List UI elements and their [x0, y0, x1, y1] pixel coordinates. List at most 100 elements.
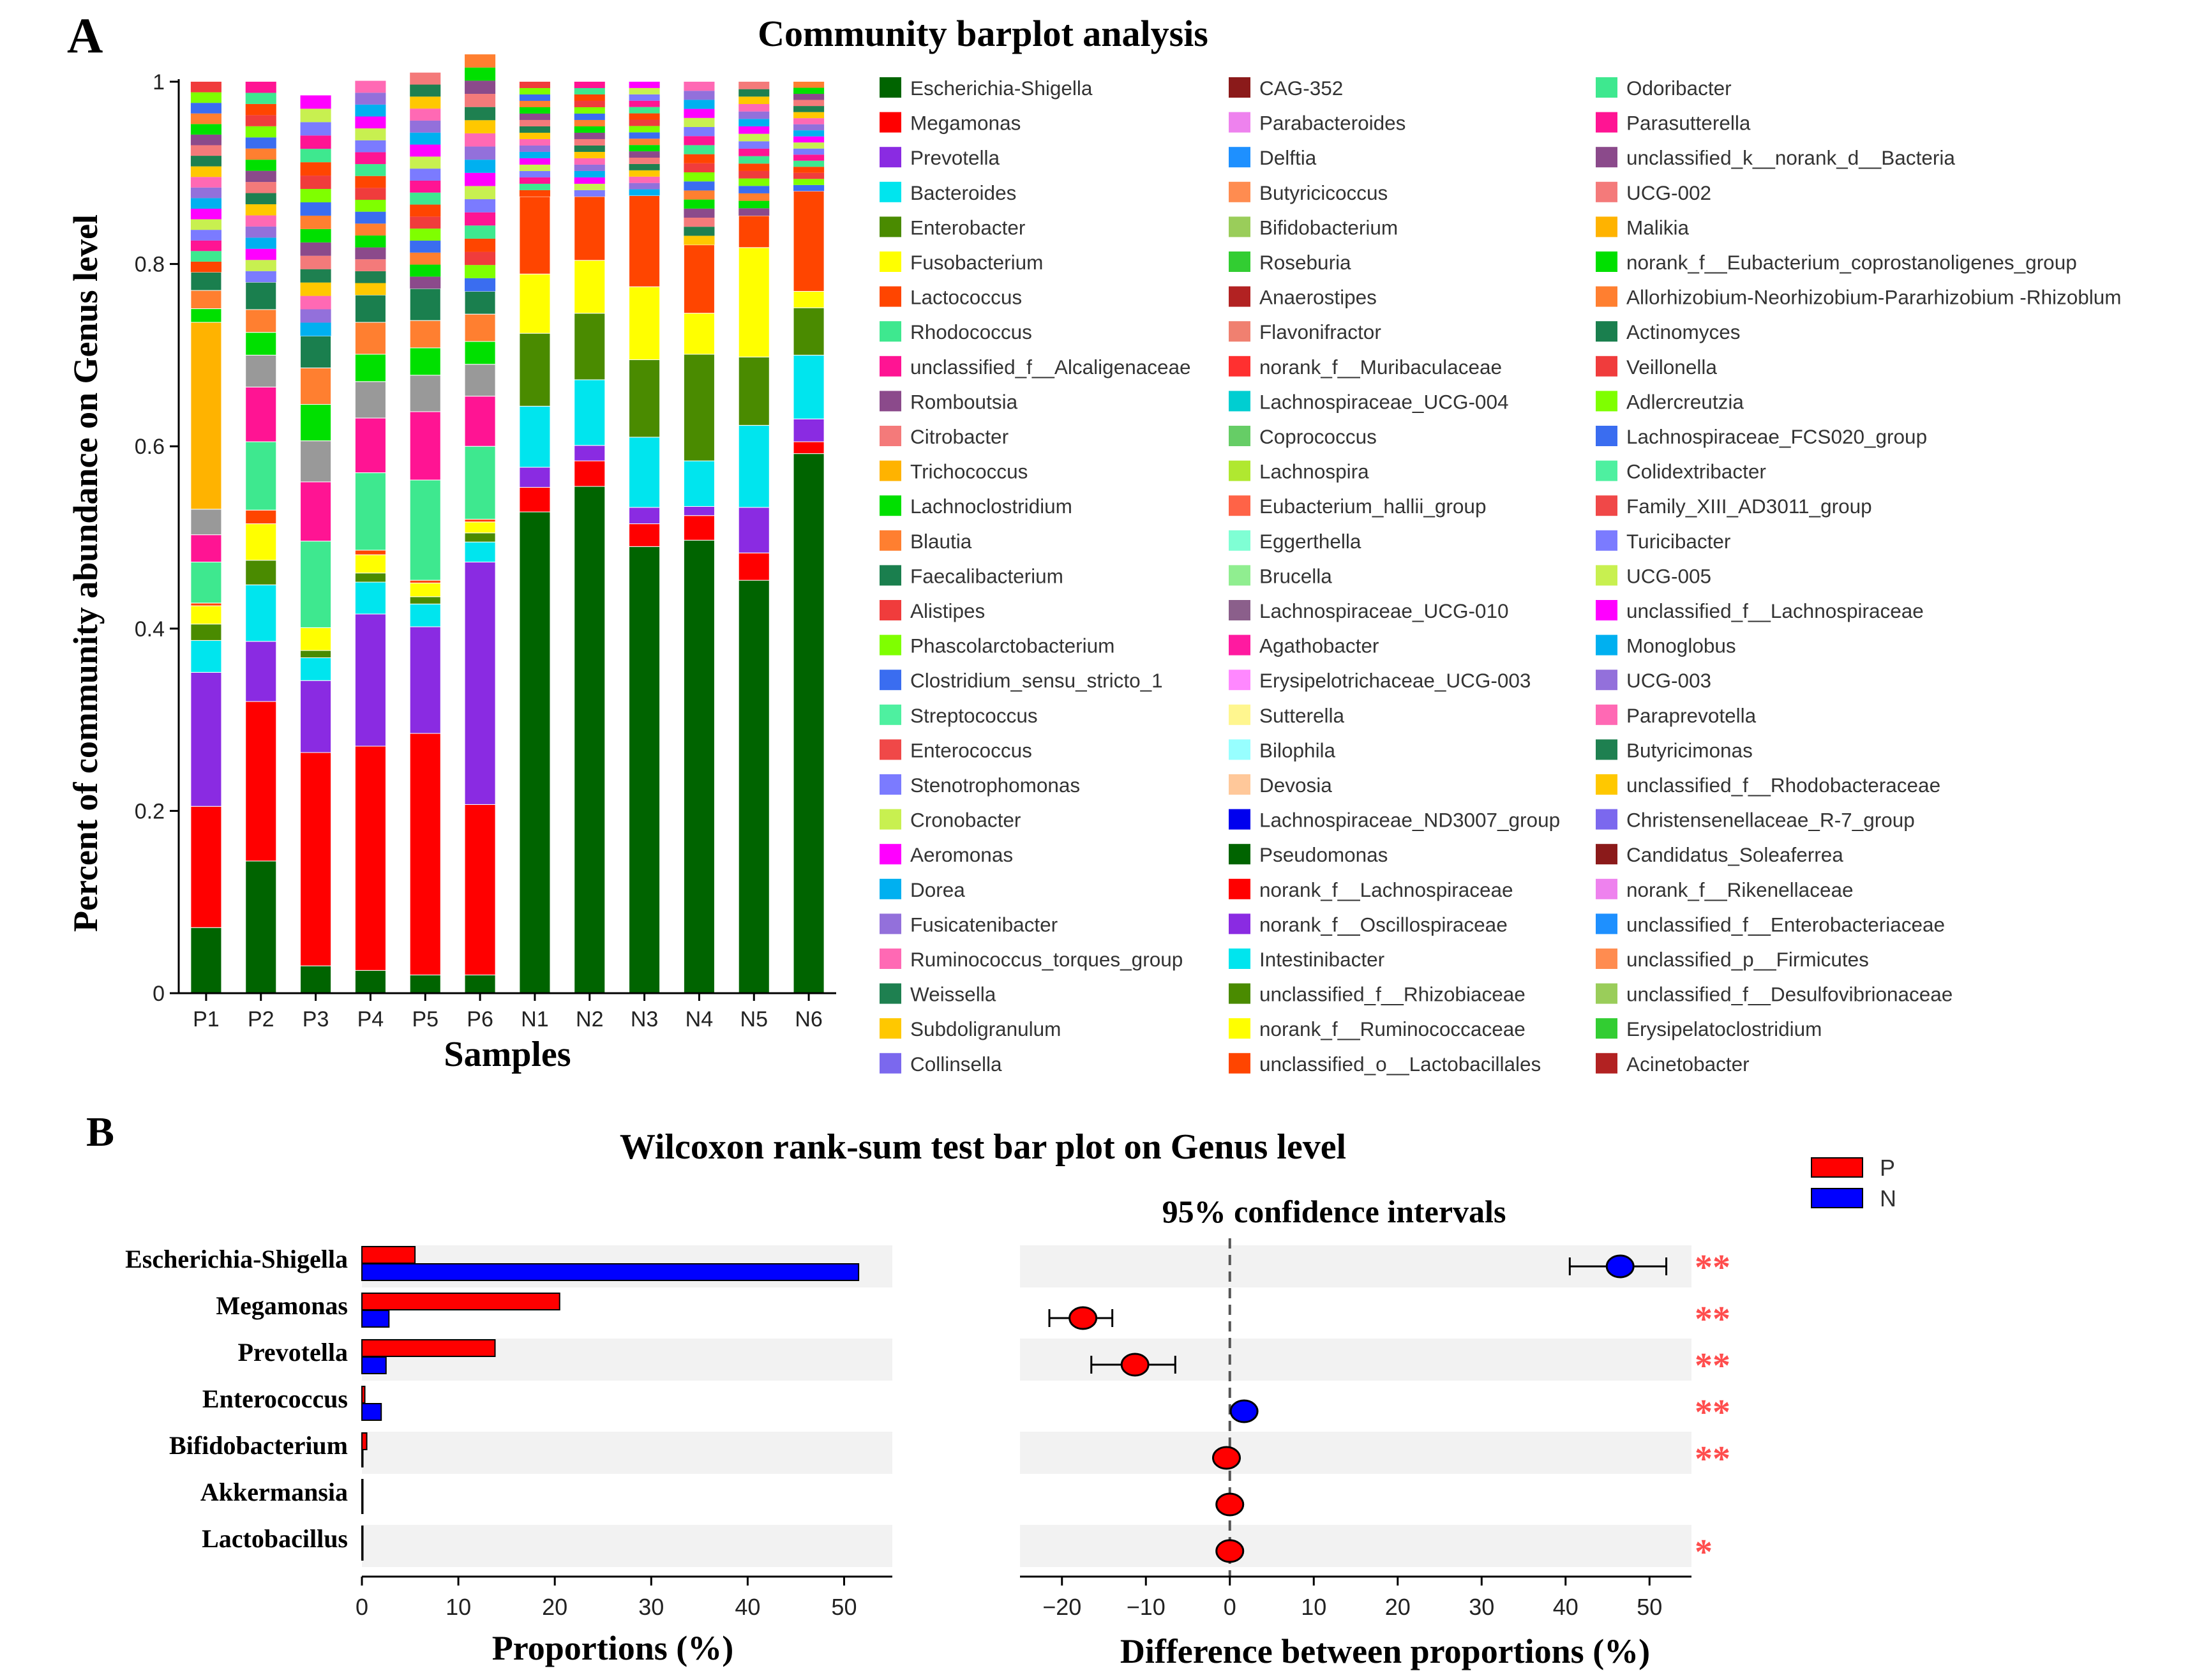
- diff-point: [1605, 1254, 1635, 1279]
- legend-label: Lachnospiraceae_UCG-010: [1259, 599, 1509, 622]
- bar-segment-other: [574, 139, 605, 146]
- bar-segment-other: [793, 112, 825, 119]
- stacked-bars: [190, 54, 825, 994]
- legend-label: Parabacteroides: [1259, 112, 1406, 135]
- bar-segment-enterobacter: [354, 573, 386, 583]
- bar-segment-prevotella: [245, 641, 277, 702]
- bar-segment-lachnoclostridium: [245, 332, 277, 356]
- bar-segment-other: [739, 111, 770, 119]
- bar-P: [361, 1246, 416, 1264]
- bar-segment-prevotella: [629, 507, 661, 525]
- bar-P: [361, 1386, 366, 1404]
- bar-segment-prevotella: [519, 467, 551, 488]
- bar-segment-fusobacterium: [300, 627, 332, 651]
- bar-segment-other: [245, 215, 276, 227]
- legend-label: Flavonifractor: [1259, 320, 1381, 343]
- x-tick-label: 20: [542, 1594, 567, 1620]
- bar-segment-other: [519, 100, 550, 107]
- bar-segment-megamonas: [409, 733, 441, 975]
- legend-swatch: [880, 704, 901, 725]
- bar-segment-other: [519, 177, 550, 184]
- bar-segment-other: [519, 151, 550, 158]
- legend-label: Clostridium_sensu_stricto_1: [910, 669, 1163, 692]
- bar-segment-lachnoclostridium: [464, 341, 496, 365]
- bar-segment-other: [245, 237, 276, 249]
- bar-segment-unclassified-f-alcaligenaceae: [354, 417, 386, 474]
- bar-segment-lactococcus: [629, 195, 661, 287]
- legend-swatch: [1596, 739, 1617, 760]
- legend-label: Streptococcus: [910, 704, 1038, 727]
- legend-label: Fusobacterium: [910, 251, 1043, 274]
- bar-segment-unclassified-f-alcaligenaceae: [464, 396, 496, 447]
- bar-segment-other: [465, 212, 496, 226]
- legend-swatch: [1229, 600, 1250, 620]
- bar-segment-other: [465, 172, 496, 186]
- legend-swatch: [880, 670, 901, 691]
- bar-segment-other: [300, 296, 331, 310]
- bar-segment-other: [739, 186, 770, 193]
- x-tick-label: N2: [576, 1007, 603, 1031]
- legend-swatch: [1229, 809, 1250, 830]
- bar-segment-other: [245, 204, 276, 216]
- legend-swatch: [1229, 391, 1250, 412]
- legend-swatch: [1596, 600, 1617, 620]
- legend-swatch: [880, 286, 901, 307]
- bar-segment-megamonas: [629, 523, 661, 547]
- bar-segment-fusobacterium: [738, 247, 770, 357]
- bar-segment-other: [793, 82, 825, 88]
- bar-segment-escherichia-shigella: [409, 974, 441, 994]
- bar-segment-other: [684, 163, 715, 173]
- bar-segment-other: [793, 154, 825, 161]
- bar-segment-other: [739, 103, 770, 112]
- bar-segment-other: [793, 184, 825, 191]
- significance-marker: *: [1695, 1533, 1713, 1572]
- bar-segment-romboutsia: [190, 509, 222, 536]
- bar-segment-other: [793, 142, 825, 149]
- legend-label: Agathobacter: [1259, 634, 1379, 657]
- bar-segment-fusobacterium: [683, 313, 715, 355]
- legend-swatch: [1229, 495, 1250, 516]
- bar-segment-megamonas: [574, 460, 606, 487]
- bar-segment-bacteroides: [409, 603, 441, 627]
- x-tick-label: N4: [686, 1007, 713, 1031]
- bar-segment-other: [410, 240, 441, 253]
- bar-segment-fusobacterium: [793, 290, 825, 308]
- legend-label: Erysipelotrichaceae_UCG-003: [1259, 669, 1531, 692]
- legend-label: Lachnospiraceae_UCG-004: [1259, 390, 1509, 413]
- row-label: Akkermansia: [200, 1478, 348, 1506]
- bar-segment-other: [684, 109, 715, 118]
- bar-segment-other: [465, 265, 496, 278]
- legend-label: Delftia: [1259, 146, 1317, 169]
- bar-segment-other: [300, 282, 331, 296]
- bar-segment-megamonas: [190, 806, 222, 928]
- bar-segment-other: [300, 122, 331, 136]
- legend-label: P: [1880, 1155, 1895, 1181]
- bar-segment-other: [465, 67, 496, 81]
- bar-segment-rhodococcus: [409, 479, 441, 581]
- legend-swatch: [1229, 949, 1250, 969]
- bar-segment-lactococcus: [793, 190, 825, 292]
- chart-a-xlabel: Samples: [444, 1035, 571, 1074]
- x-tick-label: 40: [1553, 1594, 1578, 1620]
- row-label: Escherichia-Shigella: [125, 1245, 348, 1273]
- bar-segment-other: [519, 145, 550, 152]
- legend-label: Lachnospira: [1259, 460, 1369, 483]
- bar-segment-other: [410, 156, 441, 169]
- legend-label: Lactococcus: [910, 286, 1022, 309]
- legend-swatch: [880, 774, 901, 795]
- bar-segment-other: [355, 104, 386, 117]
- legend-label: Adlercreutzia: [1626, 390, 1744, 413]
- bar-segment-bacteroides: [683, 460, 715, 507]
- bar-segment-megamonas: [738, 552, 770, 581]
- bar-segment-enterobacter: [738, 356, 770, 426]
- bar-segment-other: [465, 251, 496, 266]
- bar-segment-other: [410, 276, 441, 289]
- legend-label: Butyricicoccus: [1259, 181, 1388, 204]
- bar-segment-other: [684, 227, 715, 236]
- bar-segment-escherichia-shigella: [519, 511, 551, 994]
- legend-swatch: [880, 1053, 901, 1074]
- legend-label: Bacteroides: [910, 181, 1016, 204]
- legend-swatch: [880, 147, 901, 168]
- legend-swatch: [1596, 774, 1617, 795]
- legend-label: Sutterella: [1259, 704, 1345, 727]
